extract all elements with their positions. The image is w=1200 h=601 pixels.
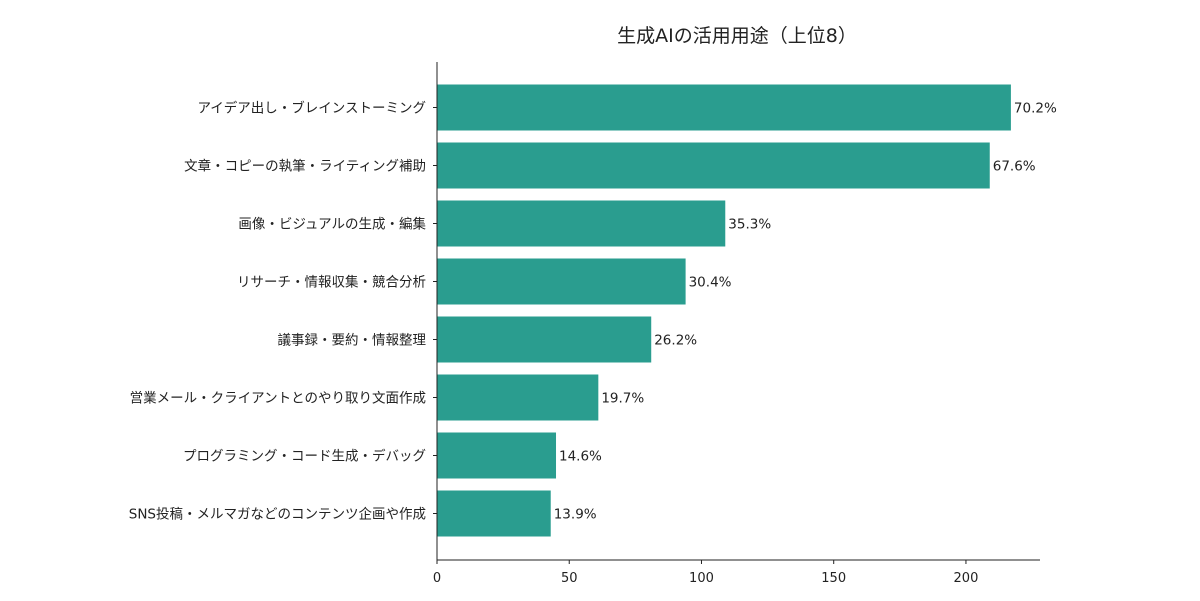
category-label: 画像・ビジュアルの生成・編集 — [238, 217, 426, 233]
value-label: 35.3% — [728, 217, 771, 233]
value-label: 14.6% — [559, 449, 602, 465]
value-labels: 70.2% 67.6% 35.3% 30.4% 26.2% 19.7% 14.6% 13.9% — [554, 101, 1057, 523]
bar — [437, 258, 686, 305]
axes: 0 50 100 150 200 — [433, 62, 1040, 586]
category-label: リサーチ・情報収集・競合分析 — [237, 275, 426, 291]
category-label: SNS投稿・メルマガなどのコンテンツ企画や作成 — [129, 506, 426, 523]
x-tick-label: 150 — [821, 571, 846, 586]
category-label: 営業メール・クライアントとのやり取り文面作成 — [130, 391, 426, 407]
bar — [437, 432, 557, 479]
category-labels: アイデア出し・ブレインストーミング文章・コピーの執筆・ライティング補助画像・ビジ… — [129, 100, 427, 523]
bars-layer — [437, 84, 1011, 537]
value-label: 19.7% — [601, 391, 644, 407]
x-tick-label: 200 — [954, 571, 979, 586]
x-tick-label: 0 — [433, 571, 441, 586]
x-tick-label: 50 — [561, 571, 578, 586]
value-label: 30.4% — [689, 275, 732, 291]
bar — [437, 200, 726, 247]
x-tick-label: 100 — [689, 571, 714, 586]
bar — [437, 374, 599, 421]
chart-title: 生成AIの活用用途（上位8） — [617, 25, 857, 47]
bar — [437, 316, 652, 363]
value-label: 70.2% — [1014, 101, 1057, 117]
category-label: プログラミング・コード生成・デバッグ — [183, 448, 426, 465]
value-label: 67.6% — [993, 159, 1036, 175]
bar — [437, 490, 551, 537]
value-label: 26.2% — [654, 333, 697, 349]
category-label: アイデア出し・ブレインストーミング — [197, 100, 426, 117]
bar — [437, 84, 1011, 131]
category-label: 議事録・要約・情報整理 — [278, 332, 427, 349]
bar — [437, 142, 990, 189]
category-label: 文章・コピーの執筆・ライティング補助 — [184, 158, 426, 175]
value-label: 13.9% — [554, 507, 597, 523]
